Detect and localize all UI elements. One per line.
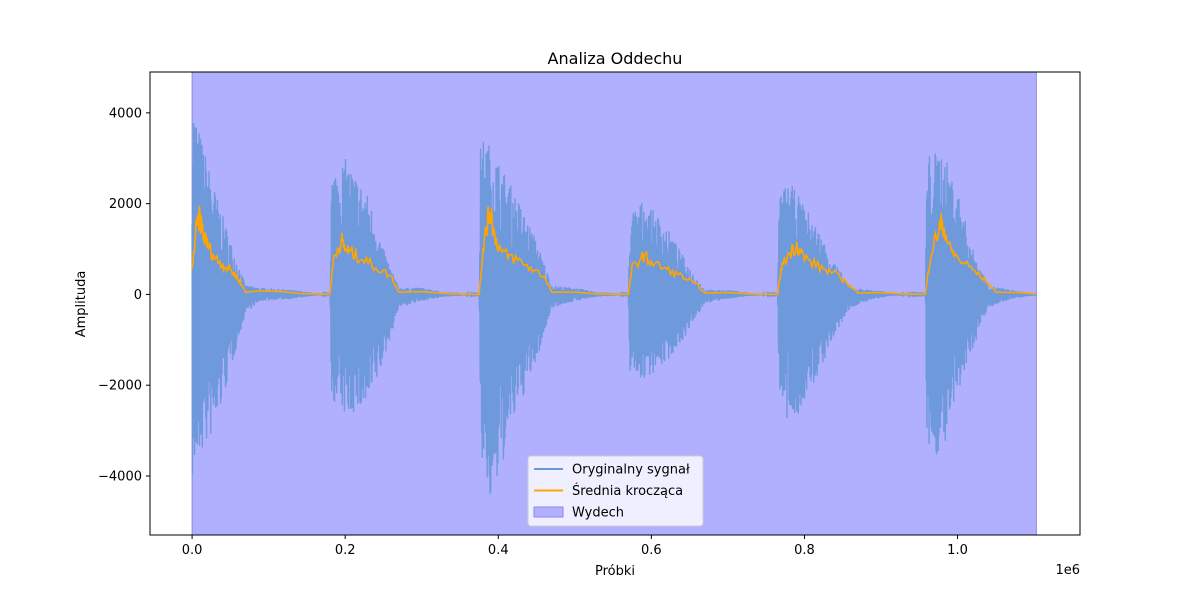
x-tick-label: 1.0 bbox=[947, 543, 968, 558]
legend-label: Oryginalny sygnał bbox=[572, 463, 690, 478]
x-tick-label: 0.4 bbox=[488, 543, 509, 558]
y-axis-label: Amplituda bbox=[74, 271, 89, 338]
y-tick-label: 4000 bbox=[109, 106, 142, 121]
axes-frame bbox=[149, 71, 1081, 536]
y-tick-label: −2000 bbox=[98, 379, 142, 394]
x-tick-label: 0.2 bbox=[335, 543, 356, 558]
x-axis-ticks: 0.0 0.2 0.4 0.6 0.8 1.0 bbox=[182, 535, 968, 558]
x-tick-label: 0.0 bbox=[182, 543, 203, 558]
y-tick-label: 2000 bbox=[109, 197, 142, 212]
legend-swatch-wydech bbox=[533, 506, 564, 518]
series-rolling-average bbox=[191, 205, 1037, 296]
y-tick-label: 0 bbox=[134, 288, 142, 303]
x-axis-label: Próbki bbox=[595, 564, 635, 579]
legend: Oryginalny sygnał Średnia krocząca Wydech bbox=[527, 455, 704, 527]
y-axis-ticks: −4000 −2000 0 2000 4000 bbox=[98, 106, 150, 484]
legend-box bbox=[527, 455, 704, 527]
y-tick-label: −4000 bbox=[98, 469, 142, 484]
legend-label: Wydech bbox=[572, 506, 624, 521]
chart-title: Analiza Oddechu bbox=[548, 49, 683, 68]
x-tick-label: 0.8 bbox=[794, 543, 815, 558]
x-tick-label: 0.6 bbox=[641, 543, 662, 558]
x-offset-label: 1e6 bbox=[1055, 563, 1080, 578]
legend-label: Średnia krocząca bbox=[572, 483, 683, 499]
